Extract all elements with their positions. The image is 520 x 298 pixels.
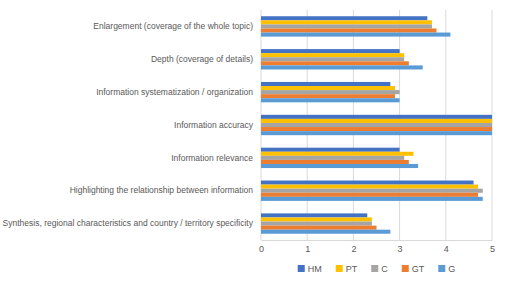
legend-label: HM [308,264,322,274]
bar [261,185,478,189]
bar [261,222,372,226]
tick: Highlighting the relationship between in… [70,185,261,195]
tick: Information relevance [171,153,261,163]
bar [261,164,418,168]
legend-swatch [336,265,343,272]
bar [261,61,409,65]
legend-label: C [381,264,388,274]
bar [261,33,450,37]
legend: HM PT C GT G [298,264,456,274]
category-label: Highlighting the relationship between in… [70,185,254,195]
tick: Enlargement (coverage of the whole topic… [93,21,261,31]
tick: 1 [305,240,310,254]
category-label: Information systematization / organizati… [96,87,253,97]
axis-line [261,11,262,241]
category-label: Information relevance [171,153,253,163]
bar [261,127,492,131]
y-axis: Enlargement (coverage of the whole topic… [3,11,262,241]
tick: Information accuracy [174,120,261,130]
tick-label: 0 [259,244,264,254]
legend-label: PT [346,264,358,274]
bar [261,20,432,24]
legend-item: GT [402,264,425,274]
tick-label: 1 [305,244,310,254]
tick: Depth (coverage of details) [151,54,261,64]
bar [261,65,423,69]
bar [261,16,427,20]
bar [261,217,372,221]
bar [261,193,478,197]
legend-item: HM [298,264,322,274]
x-axis: 0 1 2 3 4 5 [259,240,495,254]
legend-swatch [371,265,378,272]
tick: Information systematization / organizati… [96,87,261,97]
legend-label: GT [412,264,425,274]
axis-line [262,240,493,241]
tick-label: 5 [490,244,495,254]
tick: 2 [351,240,356,254]
bar [261,189,483,193]
tick-label: 3 [398,244,403,254]
bar [261,197,483,201]
legend-swatch [298,265,305,272]
bar [261,148,400,152]
category-label: Enlargement (coverage of the whole topic… [93,21,253,31]
tick-label: 4 [444,244,449,254]
legend-item: C [371,264,388,274]
tick: 3 [398,240,403,254]
bar [261,131,492,135]
bar [261,230,390,234]
legend-swatch [438,265,445,272]
tick: 5 [490,240,495,254]
bar [261,28,437,32]
bar [261,53,404,57]
grid [261,10,492,240]
plot: 0 1 2 3 4 5 Enlargement (coverage of the whole… [3,10,495,254]
tick: Synthesis, regional characteristics and … [3,218,261,228]
bar [261,152,413,156]
category-label: Depth (coverage of details) [151,54,253,64]
bars [261,16,492,234]
bar [261,115,492,119]
bar [261,49,400,53]
legend-item: PT [336,264,358,274]
tick-label: 2 [351,244,356,254]
legend-item: G [438,264,455,274]
bar [261,181,474,185]
legend-label: G [448,264,455,274]
bar [261,213,367,217]
bar [261,119,492,123]
tick: 4 [444,240,449,254]
bar [261,57,404,61]
bar [261,90,400,94]
bar [261,226,377,230]
bar [261,156,404,160]
legend-swatch [402,265,409,272]
bar [261,82,390,86]
bar [261,94,395,98]
category-label: Synthesis, regional characteristics and … [3,218,254,228]
bar [261,123,492,127]
bar [261,98,400,102]
chart: 0 1 2 3 4 5 Enlargement (coverage of the whole… [0,0,520,298]
bar [261,24,432,28]
bar [261,86,395,90]
category-label: Information accuracy [174,120,254,130]
bar [261,160,409,164]
tick: 0 [259,240,264,254]
